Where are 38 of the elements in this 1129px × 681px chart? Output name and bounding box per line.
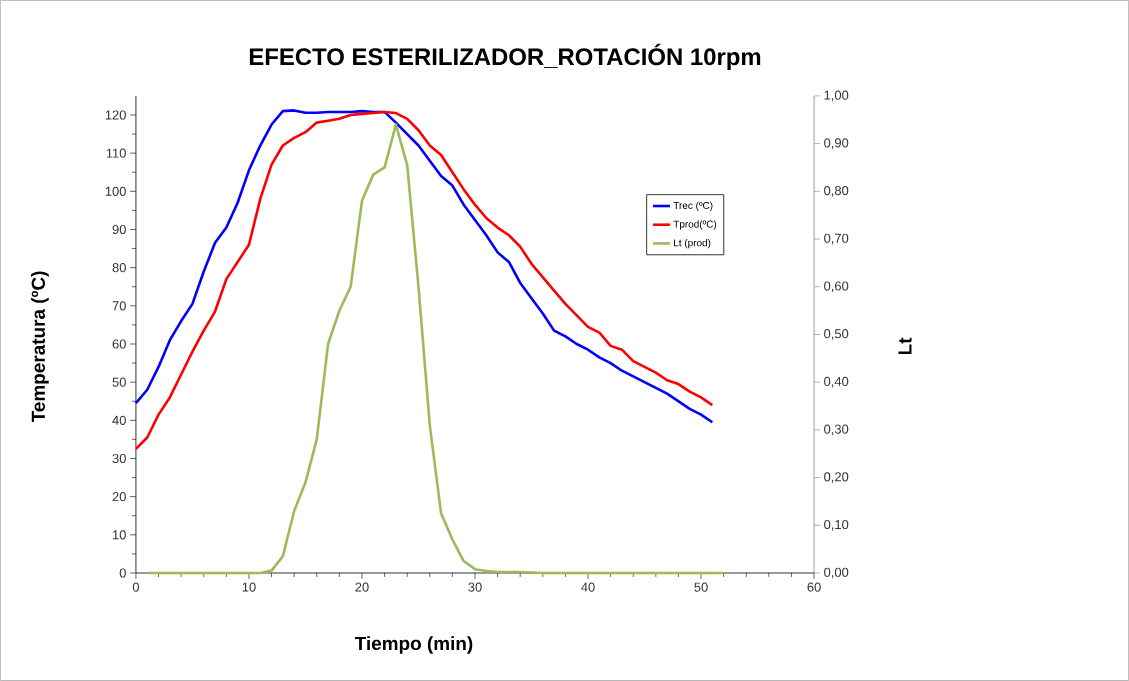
y-tick-label: 30 bbox=[112, 453, 126, 464]
y2-tick-label: 1,00 bbox=[824, 90, 849, 102]
legend-label: Tprod(ºC) bbox=[673, 220, 717, 230]
chart-title: EFECTO ESTERILIZADOR_ROTACIÓN 10rpm bbox=[249, 43, 761, 71]
x-tick-label: 0 bbox=[132, 582, 140, 592]
y2-tick-label: 0,30 bbox=[824, 424, 849, 436]
legend-label: Trec (ºC) bbox=[673, 201, 713, 211]
y-tick-label: 50 bbox=[112, 377, 126, 387]
y2-tick-label: 0,40 bbox=[824, 376, 849, 388]
y2-tick-label: 0,70 bbox=[824, 233, 849, 245]
y-tick-label: 120 bbox=[105, 110, 126, 120]
y2-tick-label: 0,10 bbox=[824, 519, 849, 531]
y2-tick-label: 0,60 bbox=[824, 281, 849, 293]
y-axis-title: Temperatura (ºC) bbox=[31, 271, 49, 423]
y-tick-label: 0 bbox=[119, 568, 126, 578]
y-tick-label: 70 bbox=[112, 301, 126, 311]
x-tick-label: 50 bbox=[694, 582, 708, 592]
legend-label: Lt (prod) bbox=[674, 239, 711, 249]
x-tick-label: 30 bbox=[468, 582, 482, 592]
y-tick-label: 100 bbox=[105, 186, 126, 196]
y-tick-label: 60 bbox=[112, 339, 126, 349]
y-tick-label: 90 bbox=[112, 224, 126, 235]
y2-axis-title: Lt bbox=[898, 337, 912, 355]
y-tick-label: 80 bbox=[112, 263, 126, 273]
x-tick-label: 40 bbox=[581, 582, 595, 592]
y-tick-label: 110 bbox=[106, 148, 126, 158]
x-tick-label: 10 bbox=[242, 582, 256, 592]
x-tick-label: 60 bbox=[807, 582, 821, 592]
y2-tick-label: 0,50 bbox=[824, 329, 849, 340]
y-tick-label: 10 bbox=[112, 530, 126, 540]
x-axis-title: Tiempo (min) bbox=[354, 636, 473, 654]
y2-tick-label: 0,00 bbox=[824, 567, 849, 579]
x-tick-label: 20 bbox=[355, 582, 369, 592]
y2-tick-label: 0,90 bbox=[824, 138, 849, 150]
y2-tick-label: 0,80 bbox=[824, 186, 849, 197]
y-tick-label: 20 bbox=[112, 492, 126, 502]
y2-tick-label: 0,20 bbox=[824, 472, 849, 483]
y-tick-label: 40 bbox=[112, 415, 126, 425]
